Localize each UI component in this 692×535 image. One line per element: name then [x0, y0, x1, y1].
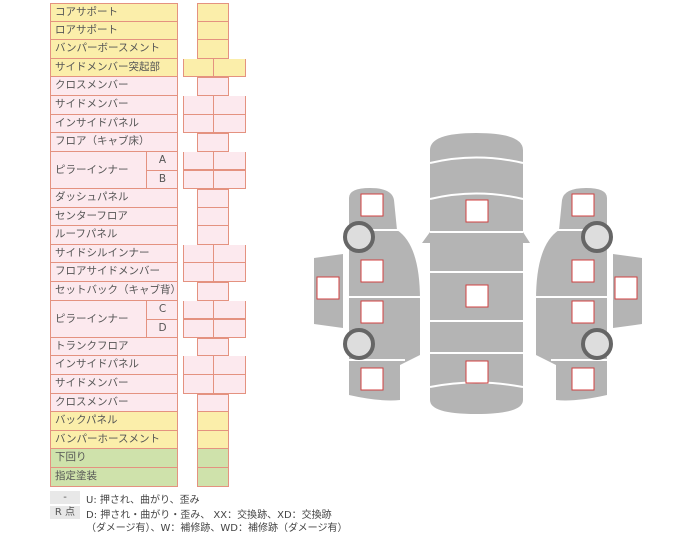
row-label: サイドメンバー突起部 [50, 58, 178, 78]
damage-marker[interactable] [316, 276, 340, 300]
damage-marker[interactable] [360, 193, 384, 217]
inspection-cell[interactable] [197, 226, 229, 245]
inspection-cell[interactable] [197, 468, 229, 487]
inspection-cell[interactable] [183, 151, 214, 171]
damage-marker[interactable] [360, 259, 384, 283]
wheel-icon [581, 328, 613, 360]
inspection-cell[interactable] [197, 207, 229, 227]
inspection-cell[interactable] [197, 3, 229, 22]
row-label: 指定塗装 [50, 468, 178, 487]
car-top-view [422, 133, 530, 414]
damage-marker[interactable] [571, 367, 595, 391]
inspection-cell[interactable] [214, 114, 246, 134]
inspection-cell[interactable] [214, 319, 246, 338]
damage-marker[interactable] [465, 284, 489, 308]
inspection-cell[interactable] [183, 356, 214, 375]
inspection-cell[interactable] [183, 300, 214, 320]
row-label: サイドシルインナー [50, 244, 178, 264]
row-label: フロア（キャブ床） [50, 133, 178, 152]
row-label: クロスメンバー [50, 77, 178, 96]
inspection-cell[interactable] [197, 393, 229, 413]
row-label-text: ピラーインナー [55, 163, 129, 176]
row-label: ピラーインナー C D [50, 300, 178, 338]
legend-key-dash: - [50, 491, 80, 504]
damage-marker[interactable] [360, 300, 384, 324]
row-label: バックパネル [50, 412, 178, 431]
inspection-cell[interactable] [183, 263, 214, 282]
row-label: ルーフパネル [50, 226, 178, 245]
damage-marker[interactable] [465, 199, 489, 223]
wheel-icon [343, 328, 375, 360]
inspection-cell[interactable] [214, 58, 246, 78]
row-label: インサイドパネル [50, 114, 178, 134]
inspection-cell[interactable] [214, 96, 246, 115]
row-label: サイドメンバー [50, 375, 178, 394]
damage-marker[interactable] [571, 193, 595, 217]
wheel-icon [581, 221, 613, 253]
row-label: ピラーインナー A B [50, 151, 178, 189]
legend-text-w: （ダメージ有）、W：補修跡、WD：補修跡（ダメージ有） [86, 523, 348, 534]
inspection-cell[interactable] [197, 189, 229, 208]
damage-marker[interactable] [571, 300, 595, 324]
row-label: トランクフロア [50, 337, 178, 357]
sub-label: C [146, 300, 178, 320]
inspection-cell[interactable] [183, 58, 214, 78]
inspection-cell[interactable] [197, 77, 229, 96]
inspection-cell[interactable] [214, 356, 246, 375]
inspection-cell[interactable] [197, 412, 229, 431]
inspection-cell[interactable] [214, 170, 246, 189]
row-label: センターフロア [50, 207, 178, 227]
inspection-cell[interactable] [197, 21, 229, 41]
row-label: バンパーホースメント [50, 430, 178, 450]
car-left-side [349, 188, 420, 401]
inspection-cell[interactable] [214, 375, 246, 394]
inspection-cell[interactable] [214, 263, 246, 282]
inspection-cell[interactable] [183, 319, 214, 338]
row-label: ロアサポート [50, 21, 178, 41]
inspection-cell[interactable] [197, 133, 229, 152]
legend-text-d: D: 押され・曲がり・歪み、 XX：交換跡、XD：交換跡 [86, 510, 332, 521]
damage-marker[interactable] [614, 276, 638, 300]
inspection-cell[interactable] [197, 337, 229, 357]
legend-key-r: R 点 [50, 506, 80, 519]
inspection-cell[interactable] [197, 430, 229, 450]
damage-marker[interactable] [360, 367, 384, 391]
inspection-cell[interactable] [183, 375, 214, 394]
row-label: フロアサイドメンバー [50, 263, 178, 282]
inspection-cell[interactable] [197, 40, 229, 59]
damage-marker[interactable] [465, 360, 489, 384]
row-label: クロスメンバー [50, 393, 178, 413]
row-label: コアサポート [50, 3, 178, 22]
row-label-text: ピラーインナー [55, 312, 129, 325]
inspection-cell[interactable] [197, 282, 229, 301]
row-label: セットバック（キャブ背） [50, 282, 178, 301]
legend-text-u: U: 押され、曲がり、歪み [86, 495, 200, 506]
sub-label: D [146, 319, 178, 338]
inspection-cell[interactable] [183, 96, 214, 115]
inspection-cell[interactable] [197, 449, 229, 468]
wheels [343, 221, 613, 360]
inspection-cell[interactable] [214, 244, 246, 264]
row-label: バンパーボースメント [50, 40, 178, 59]
inspection-cell[interactable] [183, 244, 214, 264]
sub-label: B [146, 170, 178, 189]
inspection-cell[interactable] [214, 151, 246, 171]
wheel-icon [343, 221, 375, 253]
row-label: 下回り [50, 449, 178, 468]
inspection-cell[interactable] [183, 170, 214, 189]
inspection-cell[interactable] [183, 114, 214, 134]
inspection-cell[interactable] [214, 300, 246, 320]
row-label: インサイドパネル [50, 356, 178, 375]
row-label: サイドメンバー [50, 96, 178, 115]
sub-label: A [146, 151, 178, 171]
damage-marker[interactable] [571, 259, 595, 283]
row-label: ダッシュパネル [50, 189, 178, 208]
